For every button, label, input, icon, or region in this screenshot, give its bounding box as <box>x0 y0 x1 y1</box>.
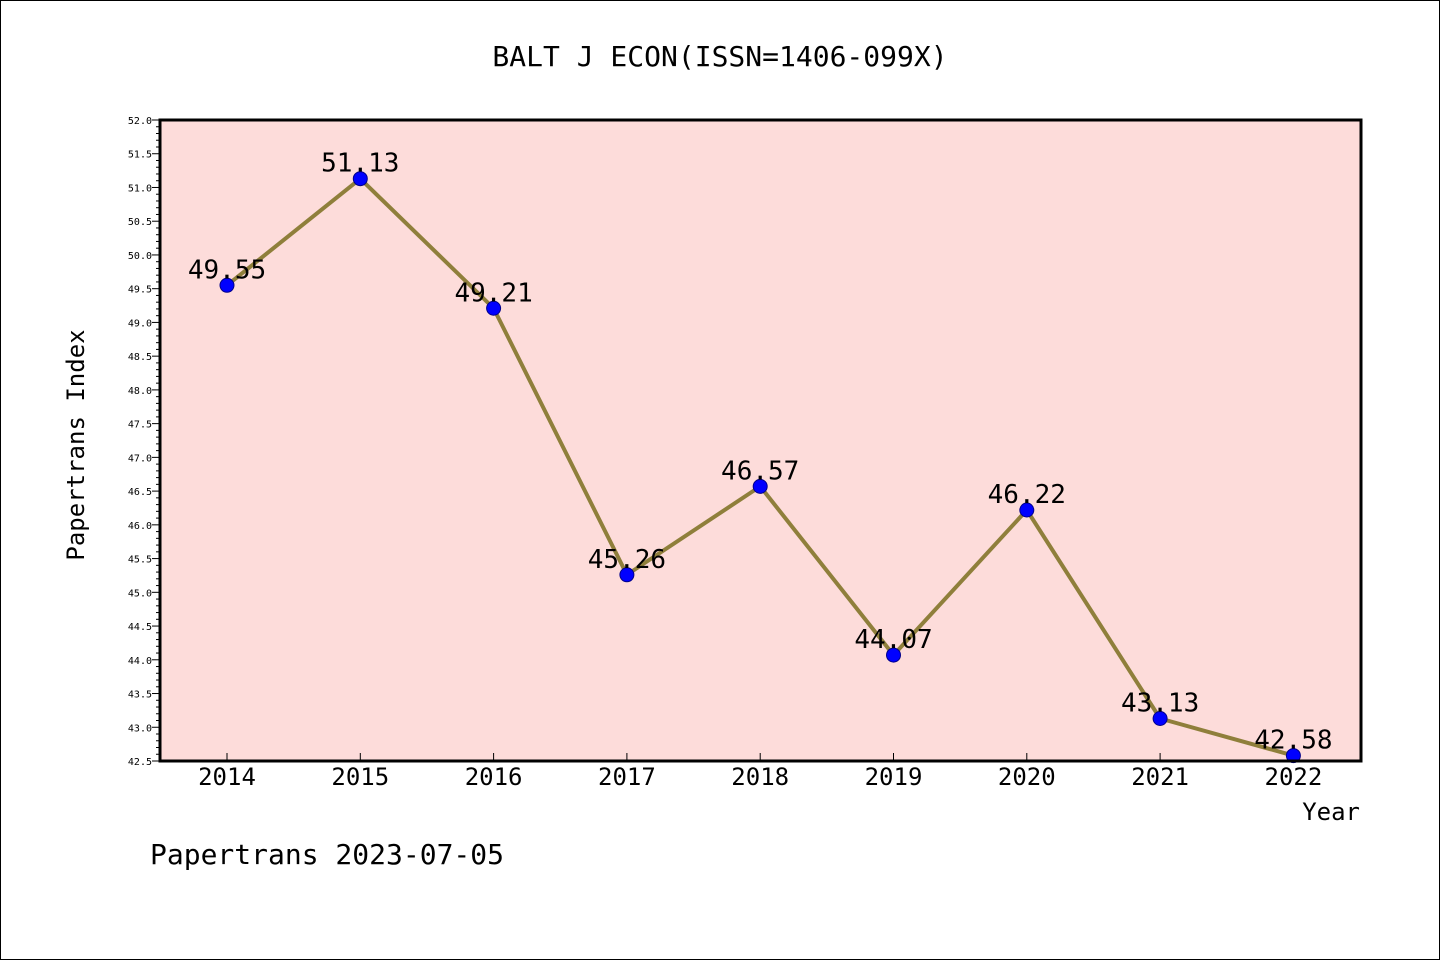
y-tick-label: 49.5 <box>128 285 152 296</box>
data-point-2014 <box>219 277 235 293</box>
x-tick-label: 2019 <box>865 763 923 791</box>
x-tick-label: 2020 <box>998 763 1056 791</box>
data-label-2022: 42.58 <box>1254 726 1332 756</box>
data-markers <box>219 171 1301 764</box>
y-tick-label: 45.5 <box>128 555 152 566</box>
plot-area <box>160 120 1361 761</box>
x-axis-label: Year <box>1302 798 1360 826</box>
y-tick-label: 43.5 <box>128 690 152 701</box>
y-tick-label: 43.0 <box>128 723 152 734</box>
y-tick-label: 49.0 <box>128 318 152 329</box>
y-tick-label: 51.0 <box>128 183 152 194</box>
y-tick-label: 48.5 <box>128 352 152 363</box>
x-tick-label: 2015 <box>331 763 389 791</box>
y-tick-label: 50.5 <box>128 217 152 228</box>
data-point-2017 <box>619 567 635 583</box>
x-axis: 2014 2015 2016 2017 2018 2019 2020 2021 2022 <box>198 753 1322 791</box>
y-tick-label: 46.5 <box>128 487 152 498</box>
data-label-2020: 46.22 <box>988 480 1066 510</box>
data-label-2015: 51.13 <box>321 149 399 179</box>
y-axis: 42.5 43.0 43.5 44.0 44.5 45.0 45.5 46.0 46.5 47.0… <box>128 116 160 768</box>
data-point-2018 <box>752 478 768 494</box>
footer-caption: Papertrans 2023-07-05 <box>150 838 504 871</box>
data-point-2022 <box>1285 748 1301 764</box>
data-label-2021: 43.13 <box>1121 688 1199 718</box>
y-tick-label: 50.0 <box>128 251 152 262</box>
y-tick-label: 47.0 <box>128 453 152 464</box>
data-point-2019 <box>886 647 901 663</box>
y-tick-label: 44.0 <box>128 656 152 667</box>
x-tick-label: 2021 <box>1131 763 1189 791</box>
y-tick-label: 46.0 <box>128 521 152 532</box>
y-tick-label: 51.5 <box>128 150 152 161</box>
y-tick-label: 52.0 <box>128 116 152 127</box>
y-tick-label: 45.0 <box>128 588 152 599</box>
data-label-2019: 44.07 <box>854 625 932 655</box>
y-tick-label: 44.5 <box>128 622 152 633</box>
x-tick-label: 2018 <box>731 763 789 791</box>
data-point-2015 <box>352 171 368 187</box>
data-label-2018: 46.57 <box>721 456 799 486</box>
x-tick-label: 2017 <box>598 763 656 791</box>
y-tick-label: 47.5 <box>128 420 152 431</box>
data-label-2016: 49.21 <box>454 278 532 308</box>
y-tick-label: 42.5 <box>128 757 152 768</box>
plot-border <box>158 118 1363 763</box>
data-point-2021 <box>1152 710 1168 726</box>
y-tick-label: 48.0 <box>128 386 152 397</box>
data-label-2014: 49.55 <box>188 255 266 285</box>
x-tick-label: 2022 <box>1265 763 1323 791</box>
chart-title: BALT J ECON(ISSN=1406-099X) <box>492 40 947 73</box>
data-labels: 49.55 51.13 49.21 45.26 46.57 44.07 46.22 43.13… <box>188 149 1333 756</box>
data-point-2020 <box>1019 502 1035 518</box>
data-point-2016 <box>486 300 502 316</box>
data-label-2017: 45.26 <box>588 545 666 575</box>
x-tick-label: 2014 <box>198 763 256 791</box>
y-axis-label: Papertrans Index <box>62 329 90 560</box>
x-tick-label: 2016 <box>465 763 523 791</box>
